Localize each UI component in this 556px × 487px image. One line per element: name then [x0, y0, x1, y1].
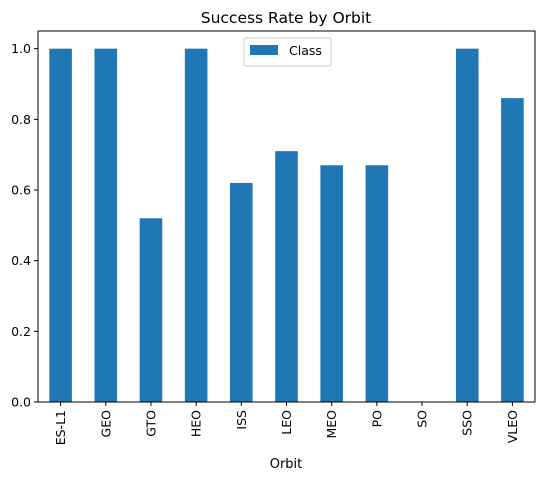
- y-tick-label: 0.4: [11, 253, 31, 268]
- x-tick-label-po: PO: [369, 410, 384, 428]
- bar-iss: [230, 182, 253, 402]
- x-tick-label-geo: GEO: [98, 410, 113, 438]
- x-axis-label: Orbit: [270, 457, 303, 472]
- y-tick-label: 0.6: [11, 183, 31, 198]
- x-tick-label-meo: MEO: [324, 410, 339, 439]
- legend-swatch: [250, 45, 278, 55]
- x-tick-label-es-l1: ES-L1: [53, 410, 68, 445]
- chart-title: Success Rate by Orbit: [201, 9, 372, 27]
- bar-heo: [184, 48, 208, 403]
- bar-geo: [94, 48, 118, 403]
- y-tick-label: 0.0: [11, 395, 31, 410]
- y-tick-label: 0.2: [11, 324, 31, 339]
- x-tick-label-iss: ISS: [234, 410, 249, 430]
- x-tick-label-vleo: VLEO: [505, 410, 520, 443]
- bar-sso: [455, 48, 479, 403]
- bars-group: [49, 48, 524, 403]
- bar-gto: [139, 218, 163, 402]
- x-tick-label-leo: LEO: [279, 410, 294, 435]
- y-tick-label: 1.0: [11, 41, 31, 56]
- legend: Class: [243, 37, 332, 67]
- bar-vleo: [501, 98, 524, 402]
- x-axis: ES-L1 GEO GTO HEO ISS LEO MEO PO SO SSO VLEO: [53, 402, 520, 445]
- y-axis: 0.0 0.2 0.4 0.6 0.8 1.0: [11, 41, 38, 410]
- bar-po: [365, 165, 389, 402]
- bar-es-l1: [49, 48, 72, 403]
- x-tick-label-so: SO: [415, 410, 430, 428]
- bar-meo: [320, 165, 343, 402]
- x-tick-label-heo: HEO: [189, 410, 204, 437]
- y-tick-label: 0.8: [11, 112, 31, 127]
- x-tick-label-sso: SSO: [460, 410, 475, 436]
- legend-label: Class: [289, 43, 322, 58]
- x-tick-label-gto: GTO: [143, 410, 158, 437]
- bar-leo: [275, 151, 298, 402]
